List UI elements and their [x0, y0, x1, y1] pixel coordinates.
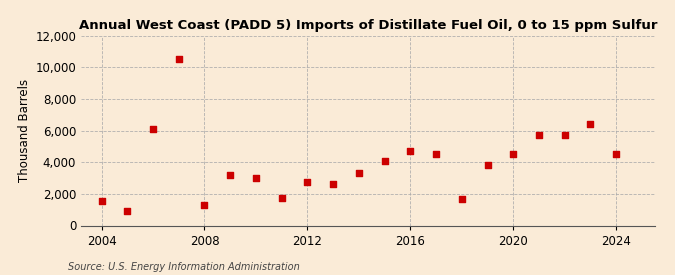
Point [199, 203, 210, 207]
Point [96, 199, 107, 203]
Point [508, 151, 518, 156]
Point [405, 149, 416, 153]
Point [122, 209, 133, 213]
Point [456, 196, 467, 201]
Point [379, 158, 390, 163]
Point [482, 163, 493, 167]
Point [431, 151, 441, 156]
Y-axis label: Thousand Barrels: Thousand Barrels [18, 79, 31, 182]
Point [611, 152, 622, 156]
Point [354, 170, 364, 175]
Point [225, 173, 236, 177]
Point [302, 180, 313, 184]
Point [585, 122, 596, 127]
Point [328, 182, 339, 186]
Point [173, 57, 184, 62]
Title: Annual West Coast (PADD 5) Imports of Distillate Fuel Oil, 0 to 15 ppm Sulfur: Annual West Coast (PADD 5) Imports of Di… [78, 19, 657, 32]
Point [148, 127, 159, 131]
Point [533, 132, 544, 137]
Point [276, 196, 287, 200]
Text: Source: U.S. Energy Information Administration: Source: U.S. Energy Information Administ… [68, 262, 299, 272]
Point [250, 176, 261, 180]
Point [560, 132, 570, 137]
